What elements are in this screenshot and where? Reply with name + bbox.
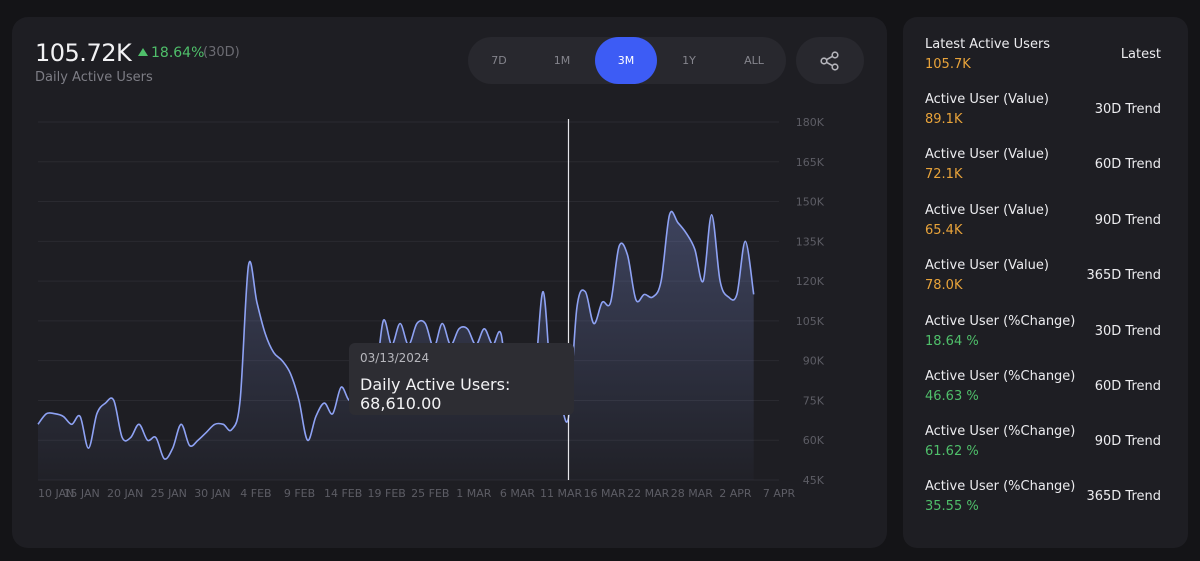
metric-subtitle: Daily Active Users bbox=[35, 70, 153, 85]
stat-period: 60D Trend bbox=[1094, 379, 1161, 394]
y-tick-label: 135K bbox=[796, 235, 825, 248]
y-tick-label: 90K bbox=[803, 355, 825, 368]
y-tick-label: 45K bbox=[803, 474, 825, 487]
x-tick-label: 14 FEB bbox=[324, 487, 362, 500]
stat-period: 90D Trend bbox=[1094, 434, 1161, 449]
stat-value: 46.63 % bbox=[925, 389, 979, 404]
change-value: 18.64% bbox=[151, 45, 205, 61]
x-tick-label: 16 MAR bbox=[584, 487, 627, 500]
hover-tooltip: 03/13/2024 Daily Active Users: 68,610.00 bbox=[349, 343, 574, 415]
range-7d-button[interactable]: 7D bbox=[491, 54, 507, 67]
stat-row-value-365d: Active User (Value) 78.0K 365D Trend bbox=[903, 258, 1188, 313]
range-1m-button[interactable]: 1M bbox=[553, 54, 571, 67]
stat-row-value-60d: Active User (Value) 72.1K 60D Trend bbox=[903, 147, 1188, 202]
range-3m-button[interactable]: 3M bbox=[595, 37, 657, 84]
x-tick-label: 11 MAR bbox=[540, 487, 583, 500]
range-1y-button[interactable]: 1Y bbox=[682, 54, 696, 67]
stat-row-value-90d: Active User (Value) 65.4K 90D Trend bbox=[903, 203, 1188, 258]
x-tick-label: 20 JAN bbox=[107, 487, 143, 500]
stat-label: Active User (%Change) bbox=[925, 314, 1076, 329]
time-range-selector: 7D 1M 3M 1Y ALL bbox=[468, 37, 786, 84]
stat-row-latest: Latest Active Users 105.7K Latest bbox=[903, 37, 1188, 92]
share-icon bbox=[820, 50, 839, 71]
up-triangle-icon bbox=[138, 48, 148, 56]
stats-panel: Latest Active Users 105.7K Latest Active… bbox=[903, 17, 1188, 548]
stat-label: Active User (%Change) bbox=[925, 424, 1076, 439]
stat-period: 365D Trend bbox=[1086, 489, 1161, 504]
stat-row-value-30d: Active User (Value) 89.1K 30D Trend bbox=[903, 92, 1188, 147]
stat-value: 61.62 % bbox=[925, 444, 979, 459]
y-tick-label: 180K bbox=[796, 116, 825, 129]
stat-value: 72.1K bbox=[925, 167, 963, 182]
share-button[interactable] bbox=[796, 37, 864, 84]
y-tick-label: 75K bbox=[803, 394, 825, 407]
stat-value: 105.7K bbox=[925, 57, 971, 72]
x-tick-label: 15 JAN bbox=[63, 487, 99, 500]
x-tick-label: 22 MAR bbox=[627, 487, 670, 500]
tooltip-value: Daily Active Users: 68,610.00 bbox=[360, 375, 511, 413]
y-tick-label: 120K bbox=[796, 275, 825, 288]
stat-row-change-365d: Active User (%Change) 35.55 % 365D Trend bbox=[903, 479, 1188, 534]
x-tick-label: 25 JAN bbox=[151, 487, 187, 500]
y-tick-label: 150K bbox=[796, 196, 825, 209]
stat-row-change-60d: Active User (%Change) 46.63 % 60D Trend bbox=[903, 369, 1188, 424]
change-period: (30D) bbox=[203, 45, 240, 60]
stat-label: Active User (Value) bbox=[925, 147, 1049, 162]
chart-card: 105.72K 18.64% (30D) Daily Active Users … bbox=[12, 17, 887, 548]
stat-period: 365D Trend bbox=[1086, 268, 1161, 283]
stat-period: 60D Trend bbox=[1094, 157, 1161, 172]
series-line bbox=[37, 210, 755, 460]
range-all-button[interactable]: ALL bbox=[744, 54, 764, 67]
x-tick-label: 6 MAR bbox=[500, 487, 536, 500]
stat-label: Active User (Value) bbox=[925, 203, 1049, 218]
tooltip-date: 03/13/2024 bbox=[360, 351, 430, 365]
stat-period: 90D Trend bbox=[1094, 213, 1161, 228]
x-tick-label: 9 FEB bbox=[284, 487, 315, 500]
stat-label: Active User (%Change) bbox=[925, 369, 1076, 384]
stat-label: Active User (Value) bbox=[925, 258, 1049, 273]
x-tick-label: 25 FEB bbox=[411, 487, 449, 500]
stat-period: 30D Trend bbox=[1094, 324, 1161, 339]
y-tick-label: 60K bbox=[803, 434, 825, 447]
change-badge: 18.64% bbox=[138, 45, 204, 61]
x-tick-label: 19 FEB bbox=[368, 487, 406, 500]
stat-label: Active User (%Change) bbox=[925, 479, 1076, 494]
stat-label: Latest Active Users bbox=[925, 37, 1051, 52]
y-tick-label: 165K bbox=[796, 156, 825, 169]
x-tick-label: 7 APR bbox=[763, 487, 796, 500]
stat-period: 30D Trend bbox=[1094, 102, 1161, 117]
stat-row-change-30d: Active User (%Change) 18.64 % 30D Trend bbox=[903, 314, 1188, 369]
stat-label: Active User (Value) bbox=[925, 92, 1049, 107]
x-tick-label: 30 JAN bbox=[194, 487, 230, 500]
stat-row-change-90d: Active User (%Change) 61.62 % 90D Trend bbox=[903, 424, 1188, 479]
stat-value: 35.55 % bbox=[925, 499, 979, 514]
x-tick-label: 2 APR bbox=[719, 487, 752, 500]
stat-value: 89.1K bbox=[925, 112, 963, 127]
y-tick-label: 105K bbox=[796, 315, 825, 328]
headline-value: 105.72K bbox=[35, 39, 132, 67]
stat-period: Latest bbox=[1120, 47, 1161, 62]
x-tick-label: 1 MAR bbox=[456, 487, 492, 500]
stat-value: 78.0K bbox=[925, 278, 963, 293]
active-users-chart[interactable]: 180K 165K 150K 135K 120K 105K 90K 75K 60K 45K 10 J… bbox=[12, 17, 887, 548]
stat-value: 18.64 % bbox=[925, 334, 979, 349]
x-tick-label: 4 FEB bbox=[240, 487, 271, 500]
stat-value: 65.4K bbox=[925, 223, 963, 238]
x-tick-label: 10 JAN bbox=[38, 487, 74, 500]
x-tick-label: 28 MAR bbox=[671, 487, 714, 500]
